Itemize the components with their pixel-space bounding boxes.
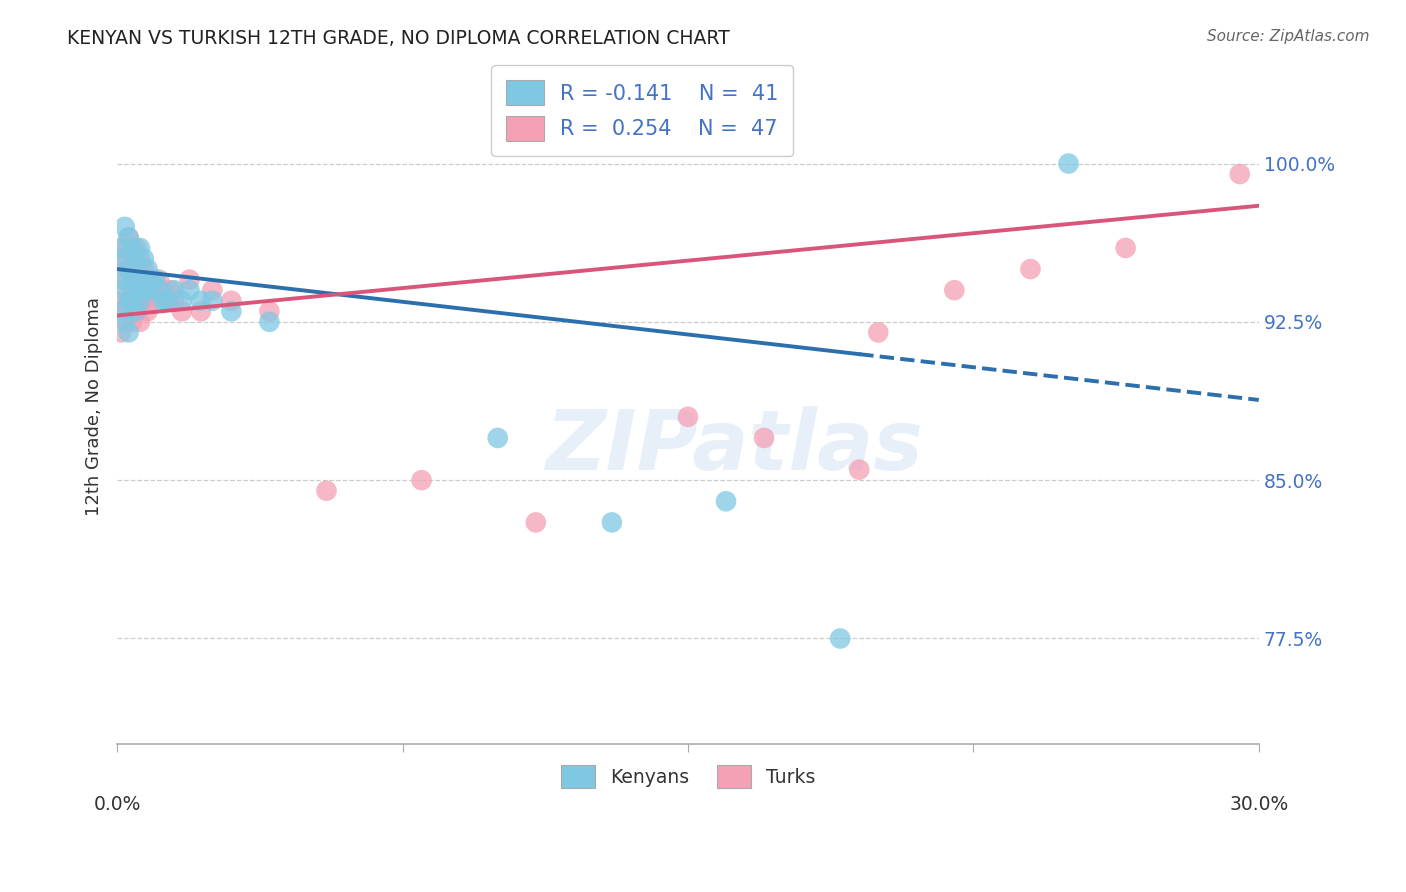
Point [121,315,143,329]
Text: 0.0%: 0.0% [94,795,141,814]
Point [1019,262,1042,277]
Point [114,283,136,297]
Point [125,241,148,255]
Point [1057,156,1080,170]
Point [221,293,243,308]
Point [315,483,337,498]
Point [129,252,152,266]
Point [110,326,132,340]
Point [132,262,155,277]
Point [714,494,737,508]
Point [143,272,166,286]
Point [752,431,775,445]
Point [524,516,547,530]
Point [125,304,148,318]
Point [117,293,139,308]
Point [132,283,155,297]
Point [848,462,870,476]
Point [486,431,509,445]
Point [110,272,132,286]
Point [114,315,136,329]
Point [121,272,143,286]
Point [143,283,166,297]
Point [148,283,170,297]
Point [163,293,186,308]
Text: KENYAN VS TURKISH 12TH GRADE, NO DIPLOMA CORRELATION CHART: KENYAN VS TURKISH 12TH GRADE, NO DIPLOMA… [67,29,730,47]
Point [676,409,699,424]
Point [159,283,181,297]
Point [117,230,139,244]
Point [117,262,139,277]
Point [156,293,179,308]
Point [114,241,136,255]
Text: ZIPatlas: ZIPatlas [544,407,922,487]
Point [125,283,148,297]
Point [110,252,132,266]
Point [190,304,212,318]
Point [163,283,186,297]
Point [170,293,193,308]
Point [148,272,170,286]
Point [114,252,136,266]
Point [121,293,143,308]
Point [179,272,201,286]
Point [110,293,132,308]
Point [129,315,152,329]
Point [201,293,224,308]
Point [221,304,243,318]
Point [110,241,132,255]
Point [152,293,174,308]
Point [121,252,143,266]
Point [129,293,152,308]
Point [117,293,139,308]
Point [600,516,623,530]
Text: Source: ZipAtlas.com: Source: ZipAtlas.com [1206,29,1369,44]
Point [152,283,174,297]
Point [136,262,159,277]
Point [125,252,148,266]
Point [136,283,159,297]
Point [259,315,281,329]
Point [132,293,155,308]
Point [132,252,155,266]
Point [141,272,163,286]
Point [136,272,159,286]
Point [114,219,136,234]
Text: 30.0%: 30.0% [1229,795,1288,814]
Point [179,283,201,297]
Point [1229,167,1251,181]
Point [129,293,152,308]
Point [117,326,139,340]
Point [830,632,852,646]
Point [114,272,136,286]
Point [943,283,966,297]
Point [117,262,139,277]
Point [121,283,143,297]
Point [129,272,152,286]
Y-axis label: 12th Grade, No Diploma: 12th Grade, No Diploma [86,297,103,516]
Point [259,304,281,318]
Point [110,304,132,318]
Point [170,304,193,318]
Point [868,326,890,340]
Point [141,272,163,286]
Point [125,304,148,318]
Point [1115,241,1137,255]
Point [190,293,212,308]
Point [411,473,433,487]
Point [156,293,179,308]
Point [141,293,163,308]
Legend: Kenyans, Turks: Kenyans, Turks [554,757,823,796]
Point [136,304,159,318]
Point [117,230,139,244]
Point [125,272,148,286]
Point [121,241,143,255]
Point [129,241,152,255]
Point [201,283,224,297]
Point [114,304,136,318]
